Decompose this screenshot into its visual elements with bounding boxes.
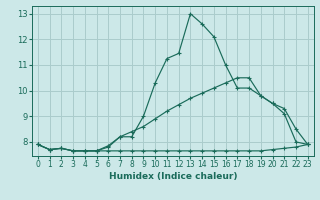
X-axis label: Humidex (Indice chaleur): Humidex (Indice chaleur) [108,172,237,181]
